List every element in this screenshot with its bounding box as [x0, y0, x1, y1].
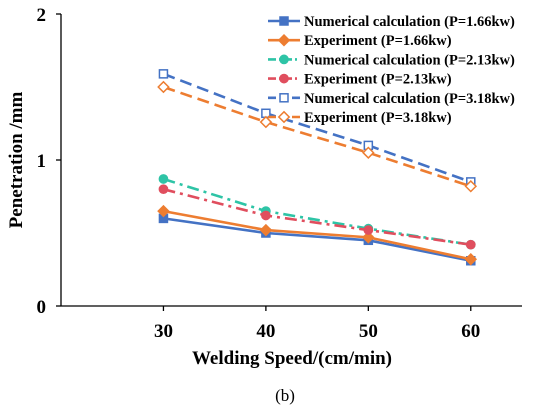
y-tick-label: 2: [37, 5, 47, 26]
legend-marker: [277, 33, 291, 47]
legend-marker: [279, 93, 289, 103]
legend-marker: [277, 110, 291, 124]
data-point: [362, 231, 375, 244]
data-point: [158, 174, 169, 184]
legend: Numerical calculation (P=1.66kw) Experime…: [268, 14, 515, 126]
series-4: [158, 184, 476, 250]
legend-item: Experiment (P=3.18kw): [268, 110, 452, 126]
legend-label: Numerical calculation (P=1.66kw): [304, 14, 515, 30]
legend-label: Numerical calculation (P=3.18kw): [304, 91, 515, 107]
legend-label: Experiment (P=3.18kw): [304, 110, 452, 126]
data-point: [259, 115, 273, 129]
series-line: [162, 72, 472, 184]
legend-item: Numerical calculation (P=1.66kw): [268, 14, 515, 30]
legend-item: Experiment (P=2.13kw): [268, 72, 452, 88]
series-layer: [157, 69, 478, 266]
x-axis-label: Welding Speed/(cm/min): [192, 348, 392, 369]
legend-item: Experiment (P=1.66kw): [268, 33, 452, 49]
data-point: [362, 146, 375, 159]
legend-label: Numerical calculation (P=2.13kw): [304, 52, 515, 68]
series-line: [163, 177, 471, 246]
series-line: [163, 217, 472, 263]
legend-marker: [279, 54, 289, 65]
x-tick-label: 30: [154, 321, 173, 342]
series-line: [163, 187, 471, 246]
data-point: [464, 253, 478, 266]
data-point: [464, 180, 478, 193]
data-point: [465, 239, 476, 250]
figure-caption: (b): [275, 386, 295, 405]
y-axis-label: Penetration /mm: [6, 92, 27, 229]
x-tick-label: 40: [256, 321, 275, 342]
series-line: [163, 209, 472, 261]
data-point: [158, 184, 169, 195]
y-tick-label: 0: [37, 297, 47, 318]
ticks-layer: 30 40 50 60 0 1 2: [37, 5, 481, 342]
x-tick-label: 50: [359, 321, 378, 342]
data-point: [158, 69, 169, 79]
series-2: [157, 204, 478, 266]
y-tick-label: 1: [37, 151, 47, 172]
data-point: [157, 204, 170, 218]
legend-label: Experiment (P=2.13kw): [304, 72, 452, 88]
data-point: [259, 223, 273, 237]
legend-marker: [279, 73, 289, 84]
x-tick-label: 60: [461, 321, 480, 342]
series-6: [157, 80, 478, 193]
legend-marker: [279, 16, 289, 26]
data-point: [261, 210, 271, 221]
data-point: [363, 225, 374, 235]
legend-label: Experiment (P=1.66kw): [304, 33, 452, 49]
legend-item: Numerical calculation (P=2.13kw): [268, 52, 515, 68]
series-line: [163, 85, 472, 188]
data-point: [157, 80, 170, 94]
legend-item: Numerical calculation (P=3.18kw): [268, 91, 515, 107]
